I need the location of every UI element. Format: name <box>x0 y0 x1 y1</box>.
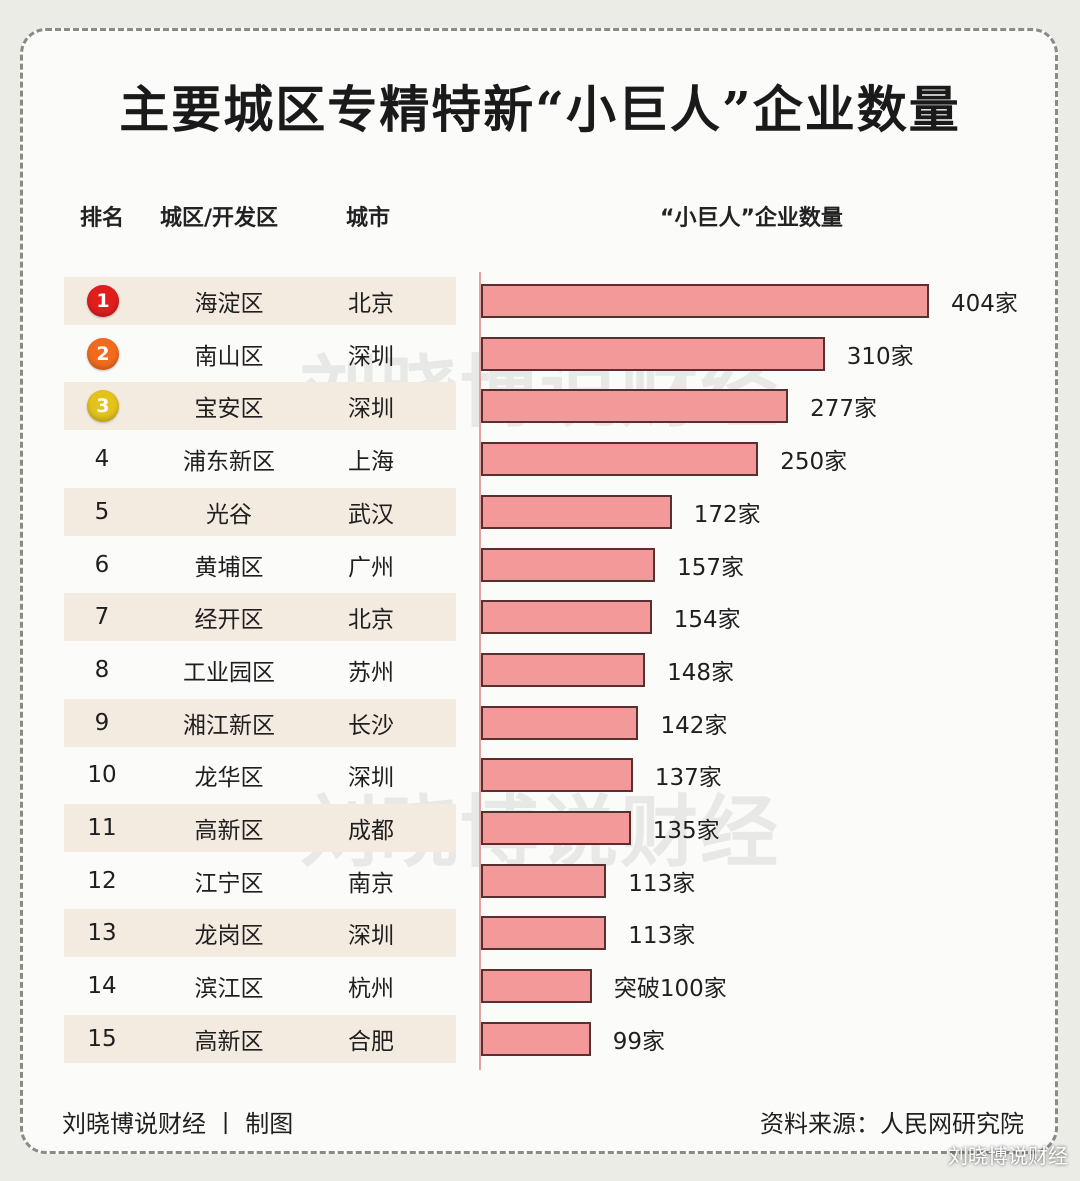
bar <box>481 916 607 951</box>
city-name: 上海 <box>348 449 394 476</box>
city-name: 深圳 <box>348 396 394 423</box>
bar <box>481 547 656 582</box>
rank-number: 14 <box>87 973 117 1000</box>
district-name: 滨江区 <box>194 976 264 1003</box>
table-row-stripe <box>64 909 456 958</box>
bar-value-label: 277家 <box>810 396 878 423</box>
rank-number: 12 <box>87 867 117 894</box>
chart-title: 主要城区专精特新“小巨人”企业数量 <box>119 80 961 139</box>
city-name: 长沙 <box>348 712 394 739</box>
district-name: 龙华区 <box>194 765 264 792</box>
bar <box>481 284 929 318</box>
table-row-stripe <box>64 1014 456 1063</box>
bar-value-label: 137家 <box>654 765 722 792</box>
district-name: 高新区 <box>194 1028 264 1055</box>
bar-value-label: 310家 <box>846 343 914 370</box>
bar-value-label: 154家 <box>673 607 741 634</box>
table-row-stripe <box>64 277 456 325</box>
table-row-stripe <box>64 487 456 536</box>
bar <box>481 336 825 371</box>
header-city: 城市 <box>346 206 391 231</box>
district-name: 海淀区 <box>194 291 264 317</box>
rank-medal-icon: 2 <box>87 337 119 370</box>
city-name: 北京 <box>348 607 394 634</box>
district-name: 光谷 <box>206 501 252 528</box>
city-name: 北京 <box>348 291 394 317</box>
rank-number: 15 <box>87 1025 117 1052</box>
rank-medal-icon: 1 <box>87 285 119 317</box>
bar-value-label: 142家 <box>660 712 728 739</box>
bar-value-label: 突破100家 <box>613 976 727 1003</box>
bar-value-label: 148家 <box>667 659 735 686</box>
city-name: 广州 <box>348 554 394 581</box>
rank-number: 13 <box>87 920 117 947</box>
city-name: 成都 <box>348 818 394 844</box>
rank-number: 10 <box>87 762 117 789</box>
bar-value-label: 250家 <box>780 449 848 476</box>
bar <box>481 811 631 845</box>
district-name: 经开区 <box>194 607 264 634</box>
rank-number: 9 <box>94 709 110 736</box>
header-district: 城区/开发区 <box>160 206 279 231</box>
bar <box>481 705 639 740</box>
bar <box>481 652 646 687</box>
rank-number: 7 <box>94 604 110 631</box>
district-name: 浦东新区 <box>183 449 275 476</box>
district-name: 龙岗区 <box>194 923 264 950</box>
city-name: 深圳 <box>348 765 394 792</box>
rank-number: 4 <box>94 446 110 473</box>
district-name: 高新区 <box>194 818 264 844</box>
footer-source: 资料来源：人民网研究院 <box>760 1110 1024 1138</box>
bar <box>481 969 592 1004</box>
rank-number: 11 <box>87 815 117 841</box>
rank-number: 8 <box>94 656 110 683</box>
bar-value-label: 113家 <box>628 923 696 950</box>
city-name: 南京 <box>348 870 394 897</box>
bar <box>481 442 759 477</box>
district-name: 黄埔区 <box>194 554 264 581</box>
city-name: 深圳 <box>348 923 394 950</box>
bar-value-label: 135家 <box>652 818 720 844</box>
rank-number: 5 <box>94 498 110 525</box>
bar <box>481 494 672 529</box>
bar <box>481 758 633 793</box>
city-name: 合肥 <box>348 1028 394 1055</box>
bar-value-label: 172家 <box>693 501 761 528</box>
city-name: 苏州 <box>348 659 394 686</box>
table-row-stripe <box>64 382 456 431</box>
bar-axis <box>479 272 481 1070</box>
district-name: 江宁区 <box>194 870 264 897</box>
district-name: 湘江新区 <box>183 712 275 739</box>
bar <box>481 863 607 898</box>
rank-number: 6 <box>94 551 110 578</box>
bar <box>481 389 789 424</box>
footer-credit: 刘晓博说财经 丨 制图 <box>62 1110 294 1138</box>
district-name: 工业园区 <box>183 659 275 686</box>
bar <box>481 1021 591 1056</box>
header-rank: 排名 <box>80 206 125 231</box>
chart-card <box>20 28 1058 1154</box>
rank-medal-icon: 3 <box>87 390 119 423</box>
bar <box>481 600 652 635</box>
bar-value-label: 99家 <box>612 1028 666 1055</box>
bar-value-label: 404家 <box>951 291 1018 317</box>
table-row-stripe <box>64 698 456 747</box>
district-name: 南山区 <box>194 343 264 370</box>
city-name: 杭州 <box>348 976 394 1003</box>
city-name: 武汉 <box>348 501 394 528</box>
table-row-stripe <box>64 804 456 852</box>
table-row-stripe <box>64 593 456 642</box>
header-count: “小巨人”企业数量 <box>660 206 843 231</box>
district-name: 宝安区 <box>194 396 264 423</box>
city-name: 深圳 <box>348 343 394 370</box>
corner-watermark: 刘晓博说财经 <box>948 1144 1068 1168</box>
bar-value-label: 113家 <box>628 870 696 897</box>
bar-value-label: 157家 <box>677 554 744 581</box>
